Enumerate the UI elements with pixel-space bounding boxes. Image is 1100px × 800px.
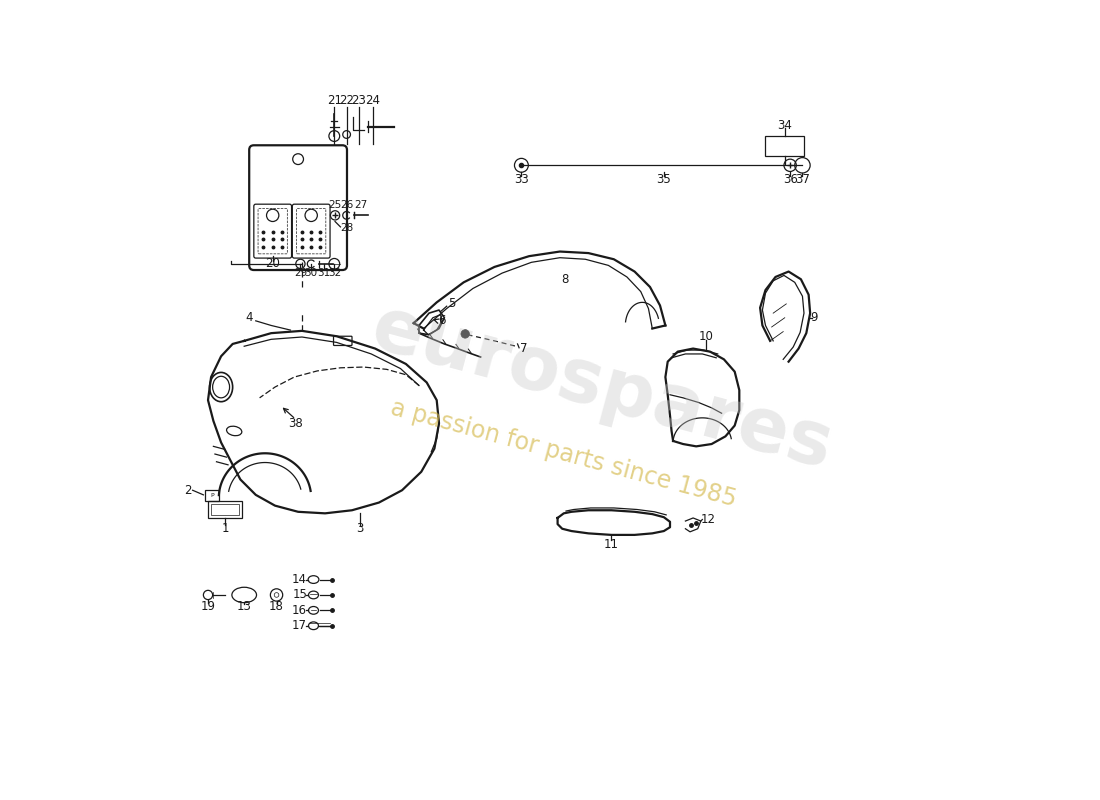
Text: 33: 33 [514, 173, 529, 186]
Text: 2: 2 [184, 484, 191, 497]
Text: 5: 5 [449, 298, 455, 310]
Text: 22: 22 [339, 94, 354, 107]
Text: 4: 4 [245, 311, 253, 324]
Text: 24: 24 [365, 94, 381, 107]
Text: 14: 14 [293, 573, 307, 586]
Text: 10: 10 [698, 330, 714, 342]
Text: 1: 1 [221, 522, 229, 535]
Text: a passion for parts since 1985: a passion for parts since 1985 [388, 396, 739, 512]
Text: 8: 8 [562, 273, 569, 286]
Text: 35: 35 [657, 173, 671, 186]
Text: 13: 13 [236, 600, 252, 613]
Text: 19: 19 [200, 600, 216, 613]
Text: 17: 17 [293, 619, 307, 632]
Bar [211, 504, 239, 515]
Text: 36: 36 [783, 173, 798, 186]
Text: 7: 7 [520, 342, 528, 355]
Text: 32: 32 [328, 268, 341, 278]
Text: 27: 27 [354, 199, 367, 210]
Text: 26: 26 [340, 199, 353, 210]
Text: 34: 34 [778, 118, 792, 132]
Text: 21: 21 [327, 94, 342, 107]
Text: 9: 9 [811, 311, 817, 324]
Text: 37: 37 [795, 173, 810, 186]
Text: eurospares: eurospares [364, 292, 840, 486]
Text: P: P [210, 493, 213, 498]
Text: 30: 30 [305, 268, 318, 278]
Text: 15: 15 [293, 589, 307, 602]
Text: 11: 11 [604, 538, 619, 550]
Text: 29: 29 [294, 268, 307, 278]
Circle shape [461, 330, 470, 338]
Text: 6: 6 [438, 314, 446, 327]
Text: 18: 18 [270, 600, 284, 613]
Bar [205, 490, 219, 501]
Text: 25: 25 [329, 199, 342, 210]
Text: 16: 16 [293, 604, 307, 617]
Text: 38: 38 [288, 417, 304, 430]
Text: 31: 31 [317, 268, 330, 278]
Text: 23: 23 [352, 94, 366, 107]
Text: 12: 12 [701, 513, 716, 526]
Bar [766, 136, 804, 156]
Text: 28: 28 [340, 222, 353, 233]
Bar [208, 501, 242, 518]
Text: 3: 3 [356, 522, 363, 535]
Text: 20: 20 [265, 258, 280, 270]
